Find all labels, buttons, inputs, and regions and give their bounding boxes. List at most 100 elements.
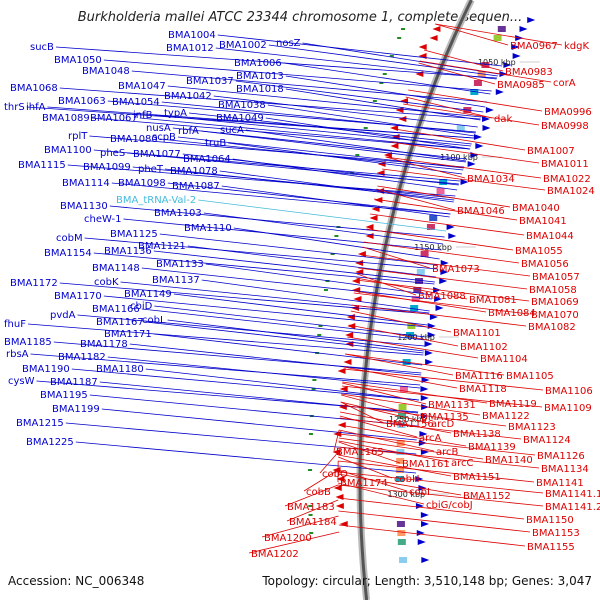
feature-dot xyxy=(323,289,328,291)
cog-category-block xyxy=(399,386,408,392)
forward-leader-line xyxy=(159,138,464,171)
forward-gene-label: BMA1080 xyxy=(110,134,158,145)
forward-leader-line xyxy=(47,106,474,139)
reverse-leader-line xyxy=(357,273,417,296)
reverse-gene-label: BMA1155 xyxy=(527,542,575,553)
forward-gene-label: truB xyxy=(205,138,226,149)
feature-dot xyxy=(363,127,368,129)
reverse-gene-label: arcD xyxy=(431,419,455,430)
forward-gene-label: BMA1063 xyxy=(58,96,106,107)
forward-gene-label: thrS xyxy=(4,102,25,113)
reverse-gene-label: BMA0998 xyxy=(541,121,589,132)
reverse-gene-label: BMA1082 xyxy=(528,322,576,333)
reverse-gene-label: BMA1055 xyxy=(515,246,563,257)
cog-category-block xyxy=(416,269,425,275)
reverse-gene-arrow xyxy=(332,467,341,473)
reverse-gene-arrow xyxy=(332,449,341,455)
reverse-gene-label: cbiG/cobJ xyxy=(426,500,473,511)
forward-gene-arrow xyxy=(482,125,491,131)
map-title: Burkholderia mallei ATCC 23344 chromosom… xyxy=(77,10,523,25)
forward-gene-arrow xyxy=(473,134,482,140)
reverse-gene-arrow xyxy=(390,143,399,149)
forward-gene-arrow xyxy=(519,26,528,32)
reverse-leader-line xyxy=(405,96,493,119)
reverse-leader-line xyxy=(435,23,563,46)
forward-gene-label: sucA xyxy=(220,125,244,136)
forward-gene-label: BMA1225 xyxy=(26,437,74,448)
forward-leader-line xyxy=(75,441,417,474)
forward-leader-line xyxy=(228,142,463,175)
reverse-gene-label: BMA1011 xyxy=(541,159,589,170)
feature-dot xyxy=(397,37,402,39)
cog-category-block xyxy=(473,80,482,86)
feature-dot xyxy=(372,100,377,102)
forward-gene-label: BMA1170 xyxy=(54,291,102,302)
forward-gene-label: BMA1136 xyxy=(104,246,152,257)
reverse-leader-line xyxy=(347,336,479,359)
forward-gene-arrow xyxy=(511,44,520,50)
reverse-leader-line xyxy=(339,429,435,452)
reverse-gene-label: BMA1046 xyxy=(457,206,505,217)
forward-gene-label: cbiD xyxy=(130,301,153,312)
cog-category-block xyxy=(493,35,502,41)
reverse-gene-arrow xyxy=(429,35,438,41)
reverse-gene-arrow xyxy=(418,44,427,50)
cog-category-block xyxy=(396,476,405,482)
forward-gene-arrow xyxy=(421,521,430,527)
forward-gene-label: BMA1130 xyxy=(60,201,108,212)
reverse-leader-line xyxy=(355,279,530,302)
reverse-gene-label: BMA1056 xyxy=(521,259,569,270)
reverse-leader-line xyxy=(354,290,487,313)
reverse-gene-arrow xyxy=(353,296,362,302)
cog-category-block xyxy=(407,323,416,329)
reverse-gene-label: BMA1126 xyxy=(537,451,585,462)
reverse-gene-arrow xyxy=(390,125,399,131)
reverse-leader-line xyxy=(338,454,452,477)
cog-category-block xyxy=(470,89,479,95)
reverse-leader-line xyxy=(343,366,458,389)
reverse-gene-label: BMA1116 xyxy=(455,371,503,382)
cog-category-block xyxy=(397,413,406,419)
reverse-leader-line xyxy=(341,393,481,416)
reverse-gene-label: BMA1040 xyxy=(512,203,560,214)
forward-gene-arrow xyxy=(429,314,438,320)
cog-category-block xyxy=(426,224,435,230)
forward-leader-line xyxy=(232,158,458,191)
forward-leader-line xyxy=(213,95,478,128)
reverse-gene-label: BMA0985 xyxy=(497,80,545,91)
forward-leader-line xyxy=(59,87,481,120)
forward-leader-line xyxy=(205,263,433,296)
forward-gene-arrow xyxy=(417,539,426,545)
reverse-gene-label: BMA1202 xyxy=(251,549,299,560)
accession-text: Accession: NC_006348 xyxy=(8,574,145,588)
reverse-leader-lines xyxy=(248,23,563,554)
forward-gene-label: BMA1199 xyxy=(52,404,100,415)
reverse-gene-label: BMA1124 xyxy=(523,435,571,446)
reverse-gene-arrow xyxy=(347,323,356,329)
reverse-gene-label: BMA1034 xyxy=(467,174,515,185)
reverse-gene-label: BMA0983 xyxy=(505,67,553,78)
forward-leader-lines xyxy=(26,34,503,474)
forward-leader-line xyxy=(111,182,451,215)
forward-gene-label: infB xyxy=(133,110,153,121)
forward-leader-line xyxy=(103,295,428,328)
forward-leader-line xyxy=(159,233,439,266)
reverse-leader-line xyxy=(370,213,525,236)
reverse-leader-line xyxy=(338,433,536,456)
reverse-gene-arrow xyxy=(418,53,427,59)
reverse-gene-arrow xyxy=(369,215,378,221)
forward-gene-label: BMA1172 xyxy=(10,278,58,289)
reverse-leader-line xyxy=(337,484,544,507)
reverse-leader-line xyxy=(423,49,504,72)
reverse-gene-label: BMA1084 xyxy=(488,308,536,319)
reverse-gene-label: BMA1174 xyxy=(340,478,388,489)
forward-gene-label: BMA1182 xyxy=(58,352,106,363)
reverse-gene-label: BMA1119 xyxy=(489,399,537,410)
forward-gene-arrow xyxy=(467,161,476,167)
reverse-leader-line xyxy=(286,499,339,522)
reverse-leader-line xyxy=(338,510,531,533)
forward-gene-label: BMA1078 xyxy=(170,166,218,177)
forward-gene-arrow xyxy=(439,278,448,284)
forward-gene-label: BMA1037 xyxy=(186,76,234,87)
reverse-gene-label: BMA1140 xyxy=(485,455,533,466)
